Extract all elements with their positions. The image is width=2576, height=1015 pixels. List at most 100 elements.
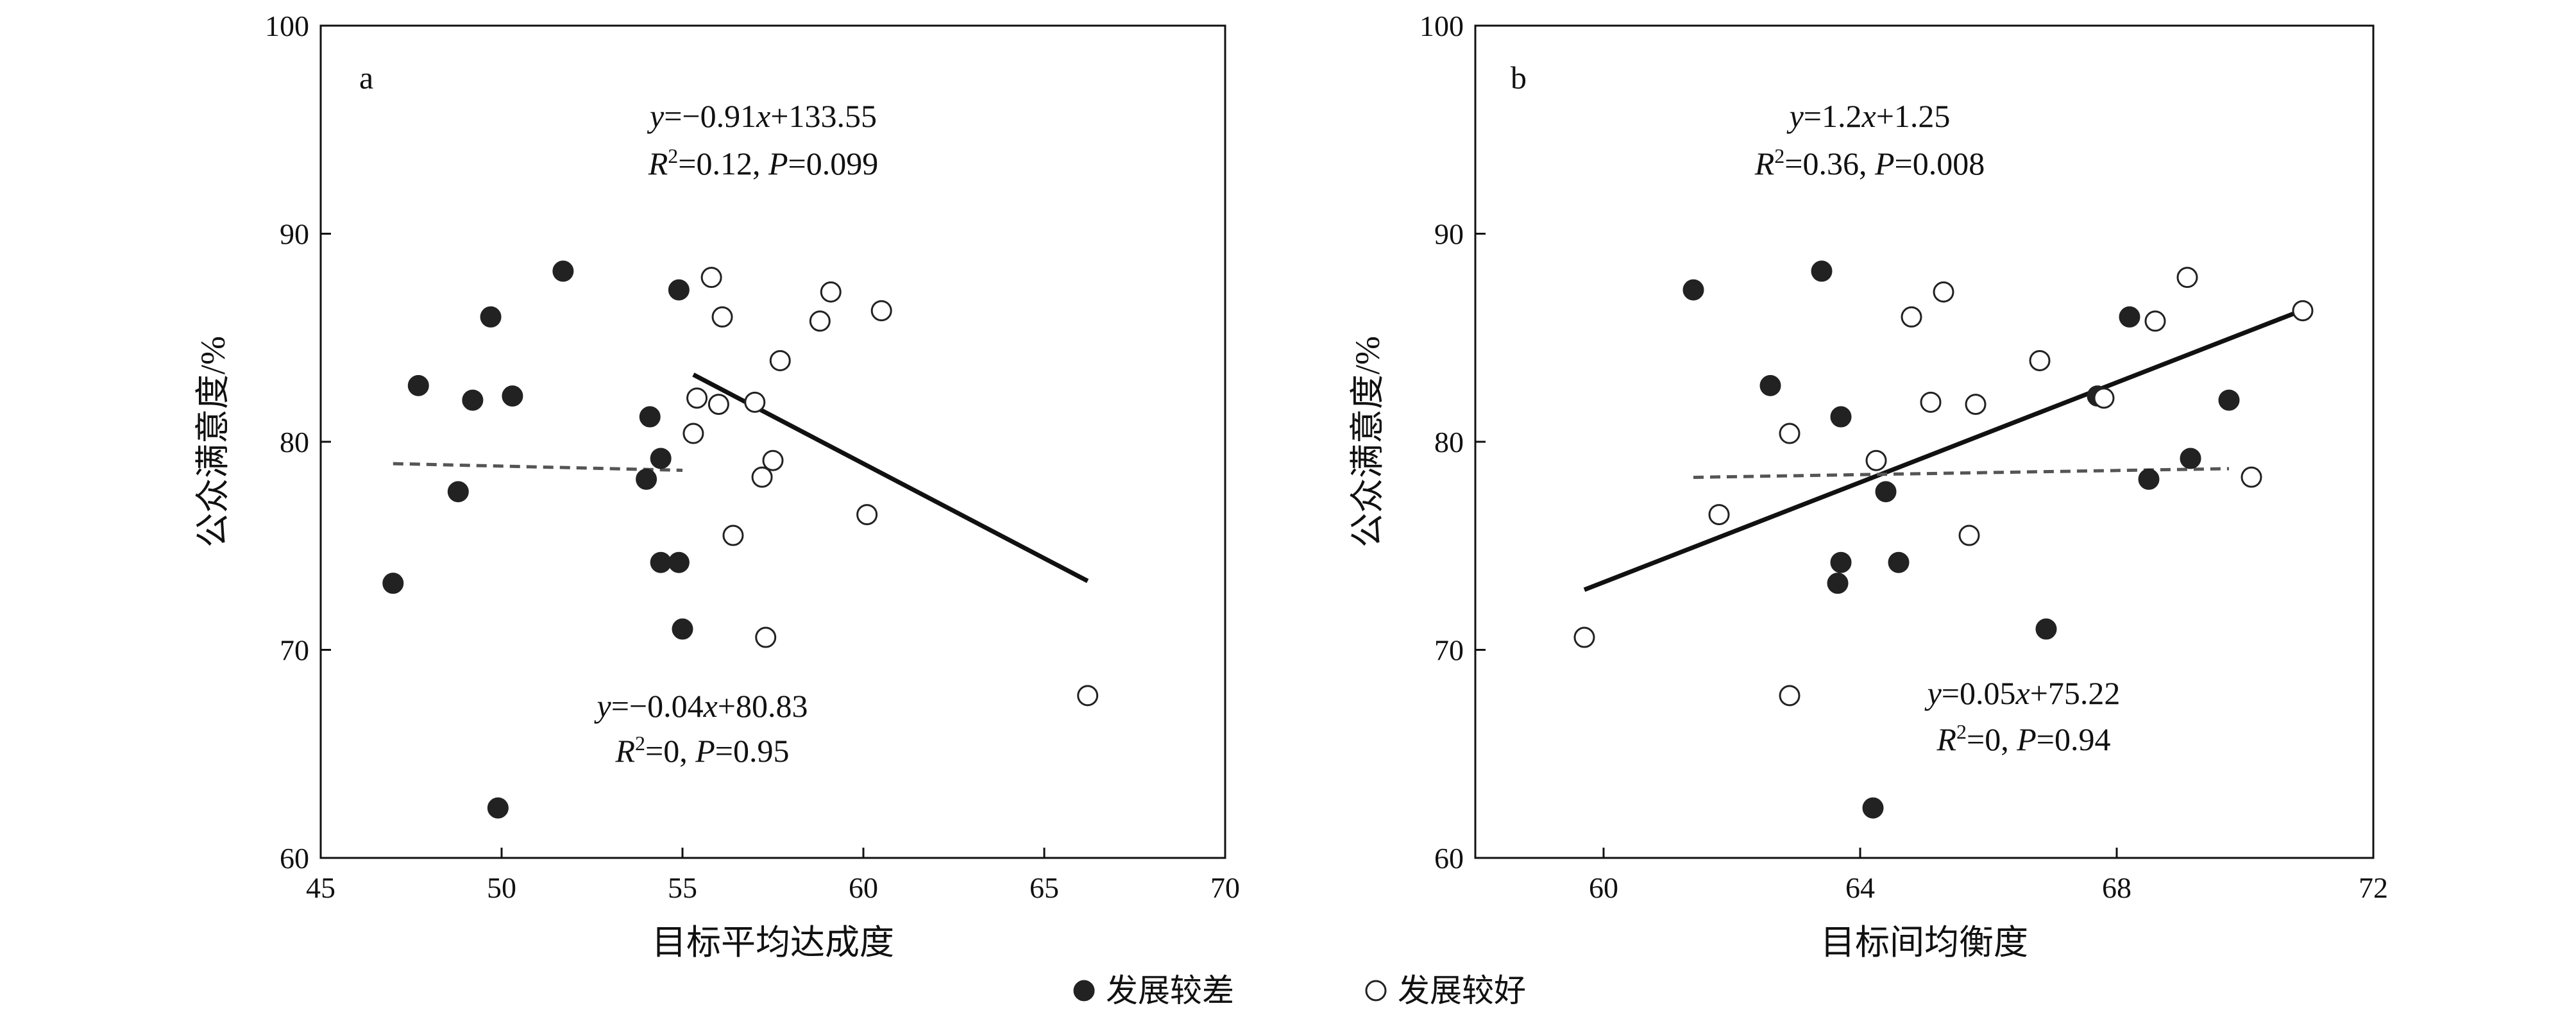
x-tick-label: 72: [2359, 871, 2388, 904]
fit-stats: R2=0, P=0.94: [1936, 720, 2111, 757]
point-poor: [407, 374, 429, 396]
point-poor: [1830, 406, 1852, 428]
point-good: [744, 391, 766, 413]
point-poor: [1682, 279, 1704, 301]
point-poor: [1811, 260, 1833, 282]
point-good: [1965, 394, 1987, 415]
point-poor: [552, 260, 574, 282]
point-poor: [502, 385, 523, 407]
y-tick-label: 90: [1434, 218, 1464, 251]
point-good: [2029, 349, 2051, 371]
fit-line-poor: [393, 462, 683, 472]
point-poor: [639, 406, 661, 428]
point-good: [1933, 281, 1954, 303]
point-good: [755, 626, 777, 648]
point-good: [809, 310, 831, 332]
point-good: [2241, 466, 2262, 488]
point-poor: [480, 306, 502, 328]
fit-equation: y=0.05x+75.22: [1924, 675, 2121, 711]
y-tick-label: 100: [265, 10, 309, 42]
x-axis-title: 目标间均衡度: [1820, 923, 2028, 962]
y-tick-label: 80: [280, 426, 309, 458]
point-poor: [2138, 468, 2160, 490]
y-tick-label: 100: [1419, 10, 1464, 42]
point-poor: [2035, 618, 2057, 640]
point-good: [1958, 524, 1980, 546]
point-good: [1573, 626, 1595, 648]
legend-marker-good: [1365, 980, 1387, 1002]
point-poor: [1888, 551, 1910, 573]
legend-label: 发展较差: [1106, 973, 1234, 1009]
point-poor: [2218, 389, 2240, 411]
y-tick-label: 70: [1434, 634, 1464, 667]
point-poor: [487, 797, 509, 819]
point-good: [1779, 423, 1801, 444]
legend-marker-poor: [1073, 980, 1095, 1002]
point-poor: [668, 551, 690, 573]
x-tick-label: 45: [306, 871, 335, 904]
legend-label: 发展较好: [1398, 973, 1526, 1009]
point-good: [870, 300, 892, 322]
panel-label: a: [359, 60, 373, 96]
point-poor: [2119, 306, 2140, 328]
chart-panel-a: 45 50 55 60 65 70 60 70 80 90 100 目标平均达成度 公众满意度/% a y=…: [194, 10, 1240, 962]
point-good: [1779, 685, 1801, 707]
point-poor: [1827, 573, 1849, 594]
point-poor: [462, 389, 484, 411]
fit-equation: y=−0.04x+80.83: [593, 688, 808, 724]
fit-line-poor: [1693, 467, 2230, 479]
x-tick-label: 70: [1210, 871, 1240, 904]
point-good: [686, 387, 708, 409]
point-good: [2292, 300, 2314, 322]
point-poor: [668, 279, 690, 301]
x-tick-label: 60: [1589, 871, 1618, 904]
point-poor: [650, 448, 672, 469]
point-poor: [447, 481, 469, 503]
point-poor: [650, 551, 672, 573]
y-axis-title: 公众满意度/%: [1348, 336, 1387, 548]
y-tick-label: 60: [280, 842, 309, 875]
y-tick-label: 60: [1434, 842, 1464, 875]
point-good: [751, 466, 773, 488]
fit-stats: R2=0.36, P=0.008: [1754, 144, 1985, 181]
point-good: [762, 449, 784, 471]
point-good: [856, 504, 878, 526]
legend-item: 发展较差: [1073, 973, 1234, 1009]
point-good: [820, 281, 842, 303]
point-good: [1865, 449, 1887, 471]
point-good: [722, 524, 744, 546]
point-poor: [1862, 797, 1884, 819]
point-good: [1920, 391, 1942, 413]
point-good: [682, 423, 704, 444]
point-poor: [382, 573, 404, 594]
chart-panel-b: 60 64 68 72 60 70 80 90 100 目标间均衡度 公众满意度/% b y=1.2x+…: [1348, 10, 2388, 962]
point-poor: [1875, 481, 1897, 503]
legend: 发展较差 发展较好: [1073, 973, 1526, 1009]
point-good: [700, 267, 722, 289]
fit-stats: R2=0, P=0.95: [615, 732, 790, 769]
y-tick-label: 80: [1434, 426, 1464, 458]
point-good: [711, 306, 733, 328]
point-good: [1077, 685, 1099, 707]
point-poor: [2180, 448, 2201, 469]
fit-line-good: [1583, 308, 2304, 592]
y-axis-title: 公众满意度/%: [194, 336, 232, 548]
x-tick-label: 50: [487, 871, 516, 904]
panel-label: b: [1511, 60, 1527, 96]
point-good: [708, 394, 729, 415]
y-tick-label: 90: [280, 218, 309, 251]
fit-equation: y=−0.91x+133.55: [647, 98, 877, 134]
point-good: [2144, 310, 2166, 332]
point-good: [1901, 306, 1922, 328]
point-good: [2176, 267, 2198, 289]
x-tick-label: 65: [1030, 871, 1059, 904]
point-poor: [672, 618, 693, 640]
point-poor: [636, 468, 657, 490]
x-tick-label: 55: [668, 871, 697, 904]
point-good: [769, 349, 791, 371]
x-tick-label: 60: [849, 871, 878, 904]
x-axis-title: 目标平均达成度: [652, 923, 894, 962]
point-poor: [1759, 374, 1781, 396]
point-good: [1708, 504, 1730, 526]
